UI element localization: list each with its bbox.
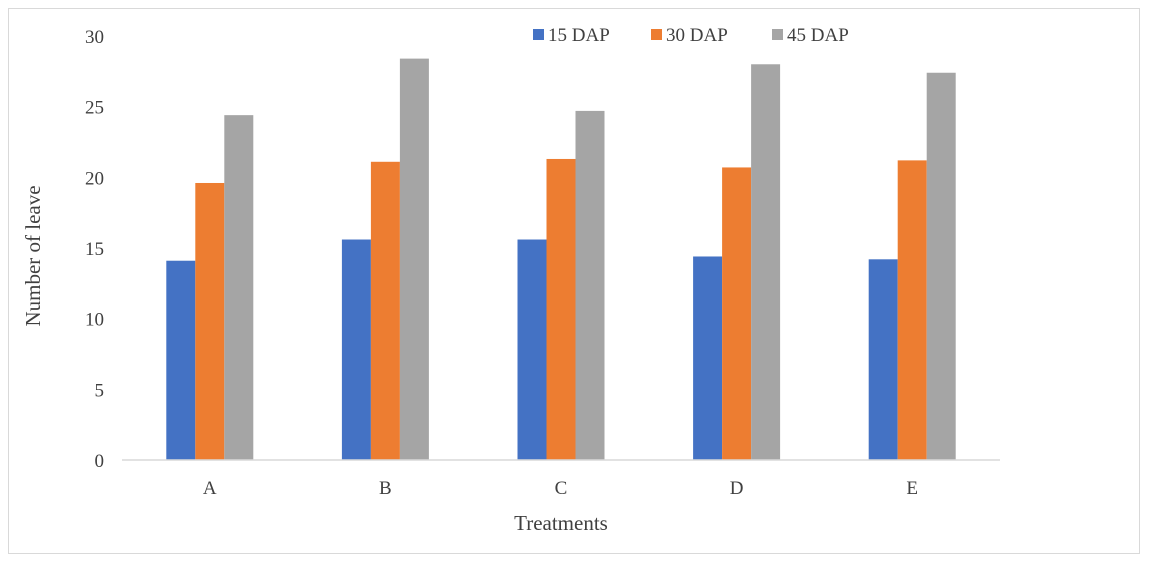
- bar: [722, 167, 752, 460]
- bar: [341, 239, 371, 460]
- y-tick-label: 15: [85, 239, 104, 260]
- y-tick-label: 10: [85, 310, 104, 331]
- y-tick-label: 5: [95, 380, 105, 401]
- x-tick-label: D: [730, 478, 744, 499]
- bar: [546, 158, 576, 460]
- x-axis-ticks: A B C D E: [203, 478, 918, 499]
- bars: [166, 58, 956, 461]
- y-tick-label: 20: [85, 168, 104, 189]
- bar: [224, 115, 254, 460]
- bar: [926, 72, 956, 460]
- legend-swatch: [772, 29, 783, 40]
- bar: [517, 239, 547, 460]
- legend: 15 DAP 30 DAP 45 DAP: [533, 25, 849, 46]
- y-tick-label: 30: [85, 27, 104, 48]
- y-tick-label: 0: [95, 451, 105, 472]
- y-tick-label: 25: [85, 98, 104, 119]
- bar: [897, 160, 927, 460]
- bar: [751, 64, 781, 461]
- legend-label: 30 DAP: [666, 25, 728, 46]
- bar: [693, 256, 723, 460]
- legend-swatch: [533, 29, 544, 40]
- y-axis-title: Number of leave: [21, 185, 45, 326]
- x-axis-title: Treatments: [514, 511, 608, 535]
- bar: [575, 110, 605, 460]
- bar: [370, 161, 400, 460]
- legend-swatch: [651, 29, 662, 40]
- bar: [195, 182, 225, 460]
- bar: [399, 58, 429, 460]
- legend-label: 45 DAP: [787, 25, 849, 46]
- x-tick-label: E: [906, 478, 918, 499]
- y-axis-ticks: 0 5 10 15 20 25 30: [85, 27, 104, 472]
- legend-label: 15 DAP: [548, 25, 610, 46]
- bar: [868, 259, 898, 460]
- bar: [166, 260, 196, 460]
- x-tick-label: C: [555, 478, 568, 499]
- x-tick-label: A: [203, 478, 217, 499]
- x-tick-label: B: [379, 478, 392, 499]
